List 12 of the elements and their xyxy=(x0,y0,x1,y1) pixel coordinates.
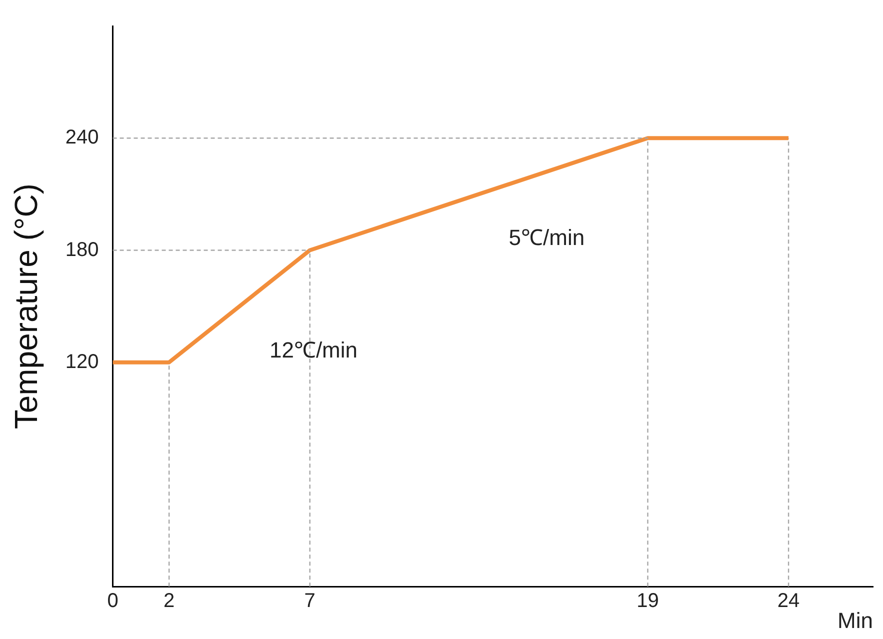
annotation: 12℃/min xyxy=(269,337,358,362)
y-tick-label: 240 xyxy=(65,126,99,149)
x-tick-label: 0 xyxy=(107,590,118,612)
x-tick-label: 19 xyxy=(636,590,659,612)
x-tick-label: 7 xyxy=(304,590,316,612)
x-tick-label: 24 xyxy=(777,590,800,612)
x-axis-title: Min xyxy=(838,608,873,633)
annotation: 5℃/min xyxy=(508,225,585,250)
y-tick-label: 180 xyxy=(65,238,99,261)
x-tick-label: 2 xyxy=(164,590,175,612)
y-tick-label: 120 xyxy=(65,350,99,373)
y-axis-title: Temperature (°C) xyxy=(8,183,44,430)
